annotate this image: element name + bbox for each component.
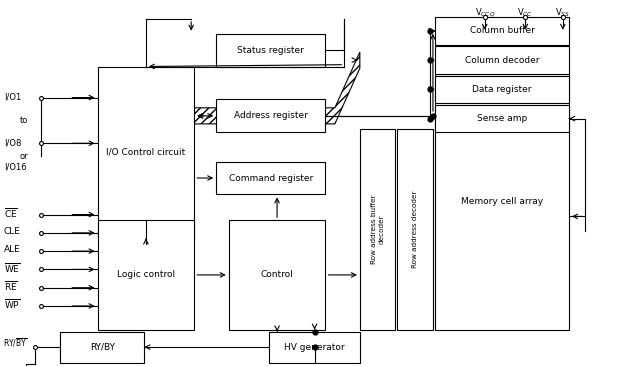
Bar <box>360 129 396 330</box>
Bar <box>435 17 569 44</box>
Text: RY/BY: RY/BY <box>90 343 115 352</box>
Text: V$_{CC}$: V$_{CC}$ <box>517 6 533 19</box>
Text: ALE: ALE <box>4 245 21 254</box>
Bar <box>228 220 326 330</box>
Text: Data register: Data register <box>472 85 531 94</box>
Text: V$_{SS}$: V$_{SS}$ <box>555 6 570 19</box>
Text: Address register: Address register <box>234 111 308 120</box>
Text: Sense amp: Sense amp <box>477 114 527 123</box>
Bar <box>435 46 569 74</box>
Text: to: to <box>19 116 28 125</box>
Text: I/O1: I/O1 <box>4 92 21 101</box>
Text: $\overline{\rm CE}$: $\overline{\rm CE}$ <box>4 206 18 220</box>
Polygon shape <box>194 52 360 124</box>
Text: HV generator: HV generator <box>284 343 345 352</box>
Bar <box>216 34 326 66</box>
Text: Memory cell array: Memory cell array <box>461 197 543 206</box>
Text: I/O16: I/O16 <box>4 163 26 171</box>
Bar <box>398 129 433 330</box>
Bar <box>216 161 326 195</box>
Text: Logic control: Logic control <box>117 270 175 279</box>
Text: $\overline{\rm WP}$: $\overline{\rm WP}$ <box>4 297 20 311</box>
Bar <box>98 220 194 330</box>
Bar <box>435 76 569 103</box>
Text: Row address decoder: Row address decoder <box>412 190 418 268</box>
Bar <box>435 74 569 330</box>
Bar <box>60 331 145 363</box>
Text: Control: Control <box>260 270 294 279</box>
Text: I/O8: I/O8 <box>4 138 21 147</box>
Bar <box>216 99 326 132</box>
Text: RY/$\overline{\rm BY}$: RY/$\overline{\rm BY}$ <box>3 336 27 349</box>
Bar <box>269 331 360 363</box>
Text: V$_{CCQ}$: V$_{CCQ}$ <box>475 6 495 19</box>
Text: or: or <box>19 152 28 161</box>
Text: Row address buffer
decoder: Row address buffer decoder <box>371 195 384 264</box>
Text: Command register: Command register <box>228 174 313 182</box>
Text: $\overline{\rm RE}$: $\overline{\rm RE}$ <box>4 279 18 293</box>
Bar <box>98 66 194 238</box>
Text: Status register: Status register <box>237 46 304 55</box>
Text: Column decoder: Column decoder <box>464 56 539 65</box>
Text: CLE: CLE <box>4 226 21 236</box>
Bar <box>435 105 569 132</box>
Text: I/O Control circuit: I/O Control circuit <box>106 148 185 157</box>
Text: Column buffer: Column buffer <box>470 26 535 35</box>
Text: $\overline{\rm WE}$: $\overline{\rm WE}$ <box>4 261 21 275</box>
